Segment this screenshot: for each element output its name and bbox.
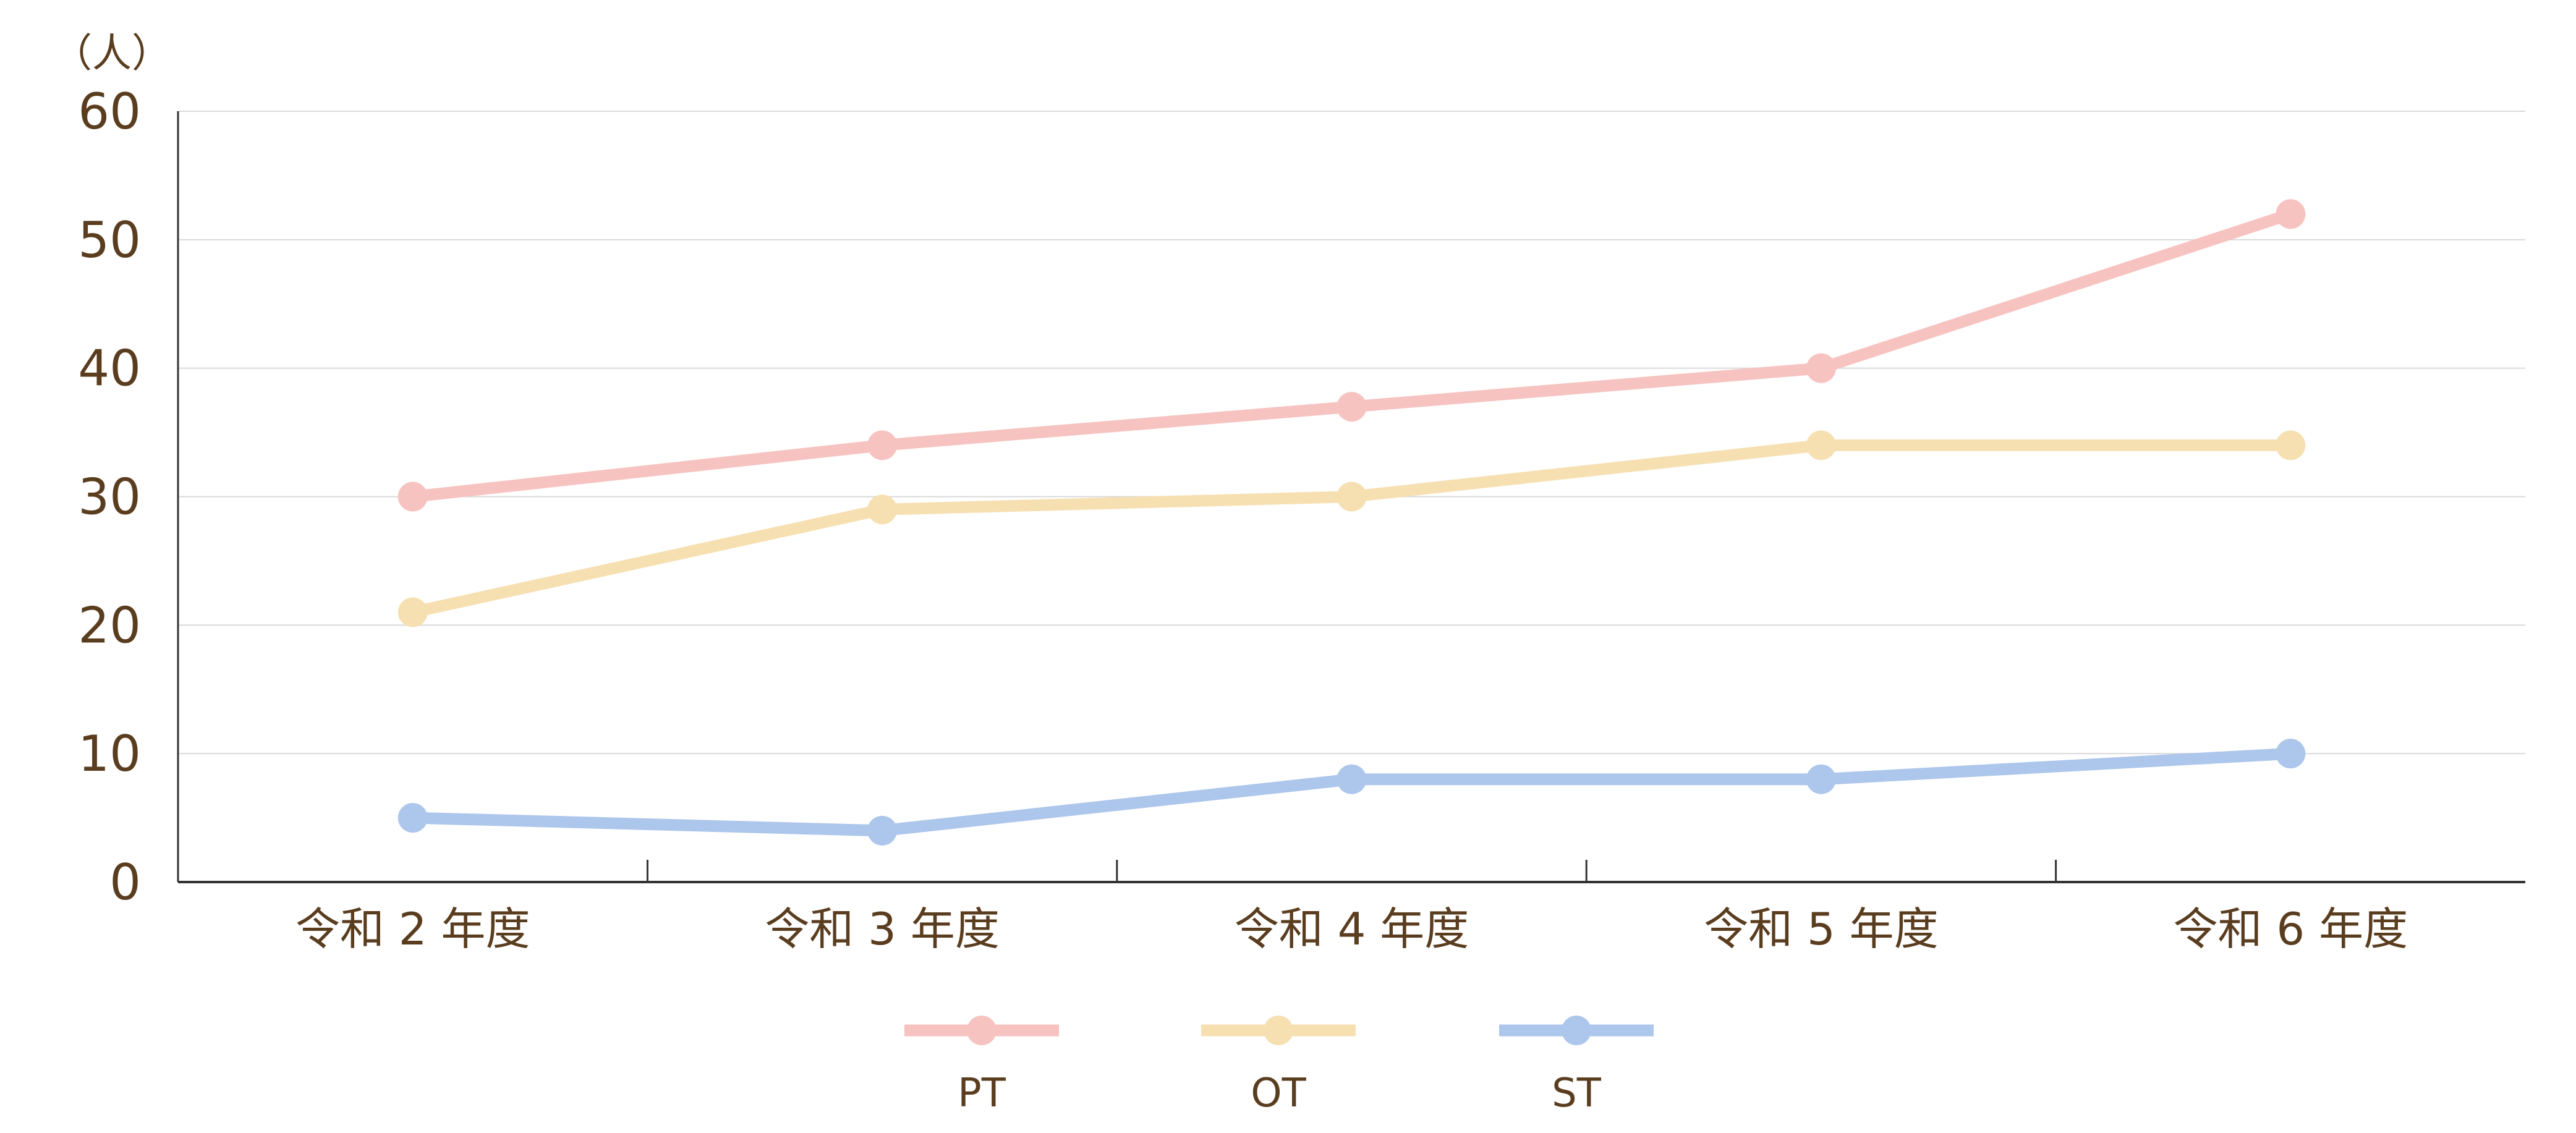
y-axis-unit-label: （人） <box>53 31 171 77</box>
x-tick-labels: 令和 2 年度 令和 3 年度 令和 4 年度 令和 5 年度 令和 6 年度 <box>295 903 2408 955</box>
y-tick-label: 60 <box>78 83 141 140</box>
gridlines <box>178 111 2525 755</box>
y-tick-label: 40 <box>78 340 141 397</box>
data-point-ot <box>867 494 898 525</box>
data-point-ot <box>2276 430 2306 460</box>
x-tick-label: 令和 6 年度 <box>2174 903 2408 955</box>
data-point-st <box>1806 764 1836 794</box>
series-points <box>397 199 2306 846</box>
legend-swatch-marker-st <box>1562 1016 1591 1045</box>
legend-label-pt: PT <box>958 1071 1006 1116</box>
x-tick-label: 令和 4 年度 <box>1235 903 1469 955</box>
series-line-pt <box>407 208 2297 503</box>
legend-label-ot: OT <box>1251 1071 1306 1116</box>
data-point-ot <box>1337 482 1367 512</box>
data-point-st <box>1337 764 1367 794</box>
y-tick-label: 10 <box>78 725 141 783</box>
data-point-pt <box>2276 199 2306 229</box>
x-tick-label: 令和 2 年度 <box>295 903 530 955</box>
y-tick-label: 30 <box>78 469 141 526</box>
data-point-pt <box>1806 353 1836 383</box>
series-lines <box>407 208 2297 837</box>
legend-swatch-marker-ot <box>1264 1016 1293 1045</box>
legend-label-st: ST <box>1552 1071 1602 1116</box>
x-tick-label: 令和 5 年度 <box>1704 903 1939 955</box>
x-tick-label: 令和 3 年度 <box>765 903 1000 955</box>
data-point-st <box>2276 739 2306 769</box>
y-tick-label: 0 <box>109 854 141 911</box>
data-point-st <box>397 803 428 833</box>
axes <box>177 111 2525 883</box>
data-point-st <box>867 815 898 846</box>
data-point-ot <box>397 597 428 627</box>
legend: PT OT ST <box>904 1016 1654 1116</box>
legend-swatch-marker-pt <box>967 1016 997 1045</box>
y-tick-label: 20 <box>78 596 141 654</box>
data-point-pt <box>397 482 428 512</box>
y-tick-label: 50 <box>78 211 141 269</box>
data-point-pt <box>1337 392 1367 422</box>
data-point-pt <box>867 430 898 460</box>
data-point-ot <box>1806 430 1836 460</box>
y-tick-labels: 0 10 20 30 40 50 60 <box>78 83 141 911</box>
